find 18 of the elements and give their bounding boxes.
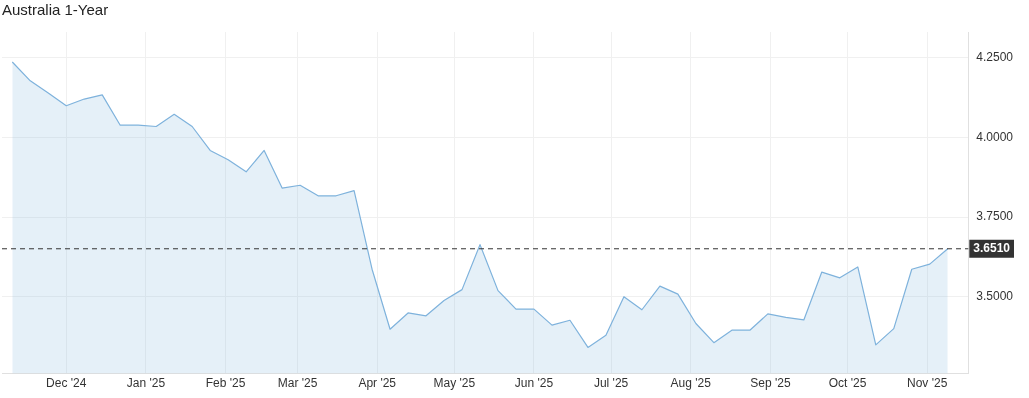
- x-tick-label: Nov '25: [907, 376, 948, 391]
- x-tick-label: Sep '25: [750, 376, 791, 391]
- y-tick-label: 3.7500: [976, 209, 1014, 224]
- x-tick-label: Jul '25: [593, 376, 629, 391]
- x-tick-label: Oct '25: [828, 376, 867, 391]
- x-tick-label: Mar '25: [277, 376, 318, 391]
- x-tick-label: May '25: [433, 376, 476, 391]
- x-tick-label: Apr '25: [358, 376, 397, 391]
- x-tick-label: Jun '25: [514, 376, 554, 391]
- x-tick-label: Feb '25: [205, 376, 246, 391]
- y-tick-label: 3.5000: [976, 289, 1014, 304]
- x-tick-label: Jan '25: [126, 376, 166, 391]
- y-tick-label: 4.0000: [976, 129, 1014, 144]
- y-tick-label: 4.2500: [976, 49, 1014, 64]
- x-tick-label: Dec '24: [46, 376, 87, 391]
- chart-title: Australia 1-Year: [2, 1, 109, 19]
- x-tick-label: Aug '25: [670, 376, 712, 391]
- ref-line-label: 3.6510: [973, 241, 1011, 256]
